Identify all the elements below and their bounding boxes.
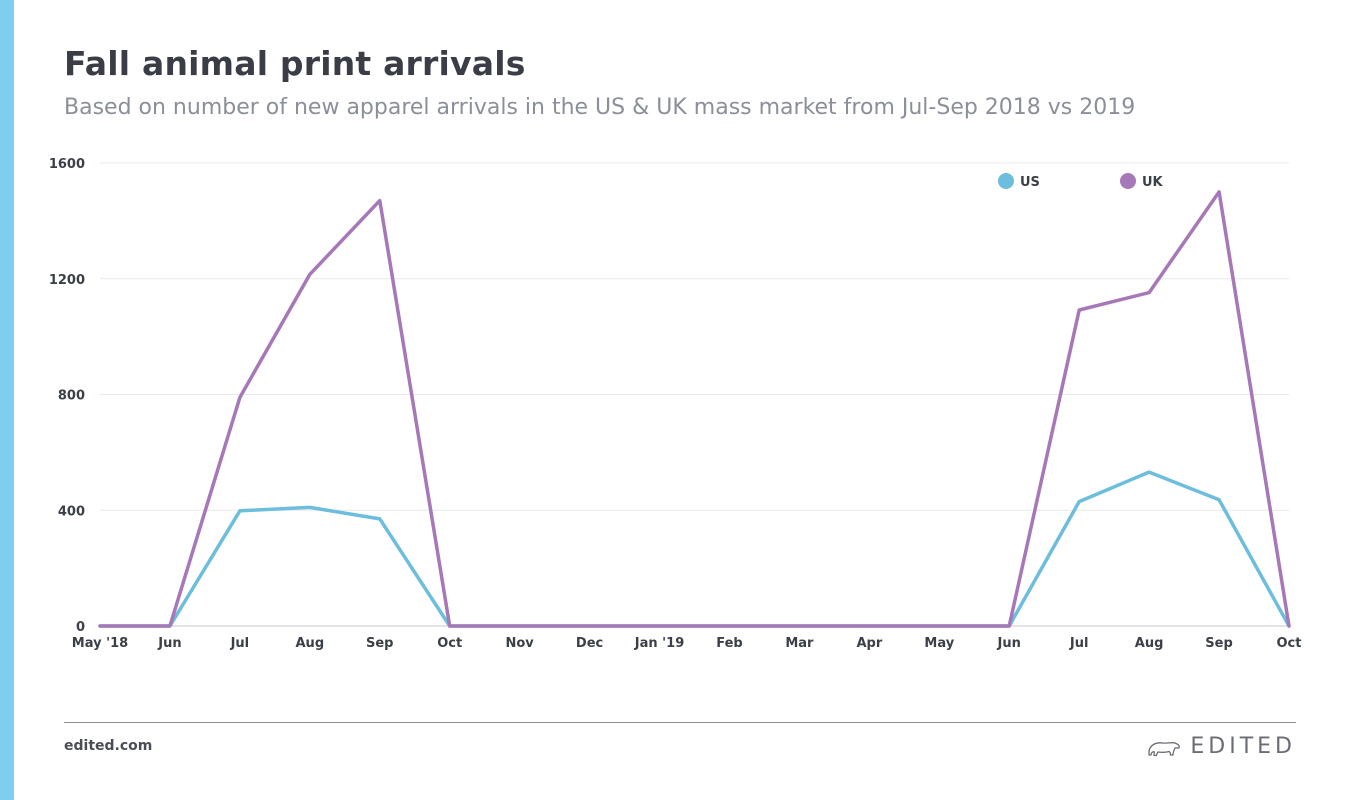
y-tick-label: 800 <box>58 389 85 404</box>
x-tick-label: Jun <box>997 636 1021 651</box>
footer-divider <box>64 722 1296 723</box>
chart-subtitle: Based on number of new apparel arrivals … <box>64 95 1136 120</box>
legend-marker-us <box>998 173 1014 189</box>
x-tick-label: Aug <box>1135 636 1164 651</box>
x-tick-label: Jan '19 <box>634 636 684 651</box>
x-tick-label: Jun <box>157 636 181 651</box>
x-tick-label: Mar <box>785 636 814 651</box>
x-tick-label: Jul <box>230 636 250 651</box>
x-tick-label: Aug <box>296 636 325 651</box>
x-tick-label: Nov <box>505 636 534 651</box>
x-tick-label: Sep <box>1205 636 1233 651</box>
y-tick-label: 400 <box>58 504 85 519</box>
y-tick-label: 1200 <box>49 273 85 288</box>
x-tick-label: Oct <box>1277 636 1302 651</box>
series-line-uk <box>98 190 1291 628</box>
series-line-us <box>98 470 1291 628</box>
legend-label-uk: UK <box>1142 175 1164 190</box>
x-tick-label: Jul <box>1069 636 1089 651</box>
x-tick-label: May '18 <box>72 636 128 651</box>
x-tick-label: Apr <box>856 636 882 651</box>
y-tick-label: 1600 <box>49 157 85 172</box>
x-tick-label: Dec <box>576 636 603 651</box>
footer-url: edited.com <box>64 738 153 754</box>
x-tick-label: Sep <box>366 636 394 651</box>
brand-name: EDITED <box>1190 734 1296 759</box>
accent-bar <box>0 0 14 800</box>
y-tick-label: 0 <box>76 620 85 635</box>
polar-bear-icon <box>1148 741 1181 756</box>
chart-title: Fall animal print arrivals <box>64 44 526 83</box>
x-tick-label: Feb <box>716 636 742 651</box>
legend-label-us: US <box>1020 175 1040 190</box>
x-tick-label: Oct <box>437 636 462 651</box>
brand-logo: EDITED <box>1146 734 1296 759</box>
legend-marker-uk <box>1120 173 1136 189</box>
x-tick-label: May <box>924 636 954 651</box>
